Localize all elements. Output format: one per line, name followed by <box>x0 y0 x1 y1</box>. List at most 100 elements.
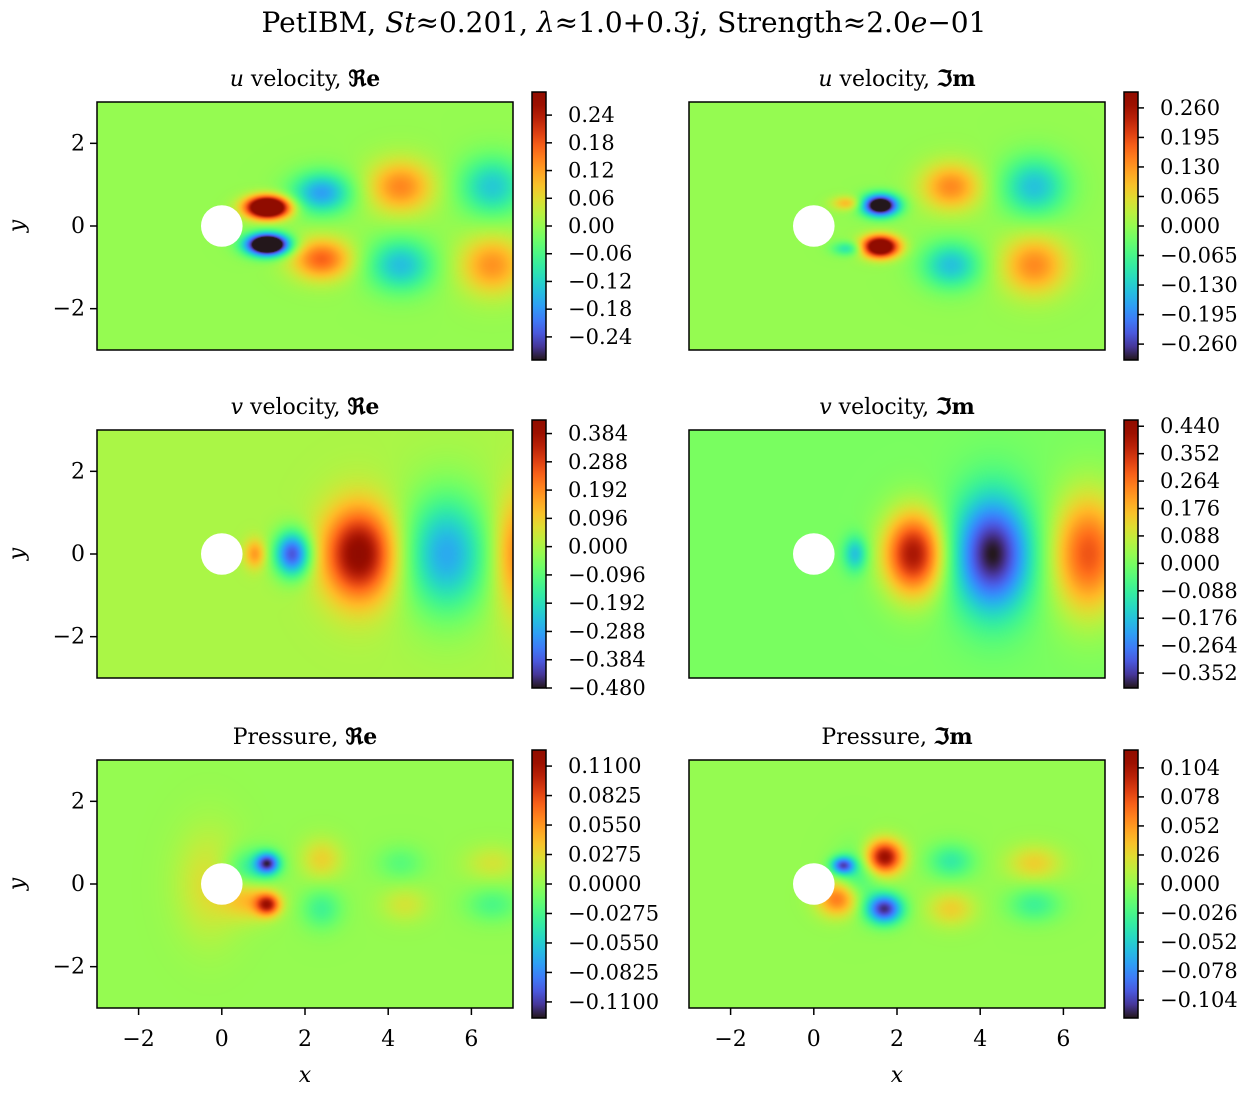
y-axis-label: y <box>5 547 30 561</box>
heatmap <box>689 760 1105 1008</box>
x-tick-label: 6 <box>1056 1027 1070 1052</box>
colorbar-tick-label: 0.195 <box>1160 125 1220 149</box>
panel-title-var: v <box>819 395 832 420</box>
cylinder <box>201 205 243 247</box>
colorbar <box>531 91 547 361</box>
heatmap <box>689 430 1105 678</box>
heatmap <box>97 102 513 350</box>
colorbar-tick-label: 0.12 <box>568 159 615 183</box>
panel-title: Pressure, ℜe <box>233 724 378 750</box>
colorbar-tick-label: −0.18 <box>568 297 632 321</box>
colorbar-tick-label: −0.352 <box>1160 661 1238 685</box>
cylinder <box>201 863 243 905</box>
panel-title-text: velocity, <box>833 67 937 92</box>
x-tick-label: 4 <box>381 1027 395 1052</box>
colorbar-tick-label: −0.192 <box>568 591 646 615</box>
cylinder <box>793 205 835 247</box>
y-tick-label: 2 <box>71 131 85 156</box>
heatmap <box>97 760 513 1008</box>
colorbar-tick-label: −0.384 <box>568 648 646 672</box>
colorbar <box>531 419 547 689</box>
colorbar <box>531 749 547 1019</box>
panel-title: v velocity, ℜe <box>231 394 380 420</box>
colorbar-tick-label: 0.078 <box>1160 785 1220 809</box>
colorbar-tick-label: 0.065 <box>1160 184 1220 208</box>
colorbar-tick-label: −0.0825 <box>568 960 659 984</box>
colorbar-tick-label: −0.052 <box>1160 930 1238 954</box>
colorbar-tick-label: −0.065 <box>1160 244 1238 268</box>
x-tick-label: −2 <box>714 1027 746 1052</box>
colorbar <box>1123 419 1139 689</box>
colorbar-tick-label: −0.260 <box>1160 332 1238 356</box>
panel-title-var: u <box>818 67 832 92</box>
colorbar-tick-label: 0.176 <box>1160 497 1220 521</box>
colorbar-tick-label: −0.088 <box>1160 579 1238 603</box>
colorbar-tick-label: −0.12 <box>568 269 632 293</box>
colorbar-tick-label: 0.130 <box>1160 155 1220 179</box>
panel-3: v velocity, ℜe 2 0 −2 y 0.384 0.288 0.192 0.096 0… <box>5 394 646 700</box>
panel-title-part: ℜe <box>348 66 380 92</box>
y-tick-label: −2 <box>53 297 85 322</box>
panel-title: Pressure, ℑm <box>821 724 972 750</box>
colorbar-tick-label: −0.104 <box>1160 988 1238 1012</box>
panel-6: Pressure, ℑm −2 0 2 4 6 x 0.104 0.078 0.052 0.026 0… <box>688 724 1238 1088</box>
colorbar-tick-label: 0.264 <box>1160 469 1220 493</box>
colorbar-tick-label: −0.130 <box>1160 273 1238 297</box>
colorbar-tick-label: 0.06 <box>568 186 615 210</box>
panel-title-part: ℑm <box>936 66 976 92</box>
colorbar-tick-label: −0.0550 <box>568 931 659 955</box>
panel-title-part: ℜe <box>347 394 379 420</box>
colorbar-tick-label: 0.0000 <box>568 872 641 896</box>
colorbar <box>1123 749 1139 1019</box>
y-tick-label: 0 <box>71 542 85 567</box>
panel-1: u velocity, ℜe 2 0 −2 y 0.24 0.18 0.12 0.06 0.00 −… <box>5 66 632 361</box>
colorbar-tick-label: 0.000 <box>568 535 628 559</box>
colorbar-tick-label: 0.096 <box>568 506 628 530</box>
y-tick-label: −2 <box>53 955 85 980</box>
colorbar-tick-label: −0.1100 <box>568 990 659 1014</box>
x-tick-label: 0 <box>807 1027 821 1052</box>
axes-frame <box>688 101 1106 351</box>
colorbar-tick-label: −0.026 <box>1160 901 1238 925</box>
heatmap <box>97 430 513 678</box>
panel-title-text: velocity, <box>243 395 347 420</box>
colorbar-tick-label: −0.0275 <box>568 901 659 925</box>
colorbar-tick-label: −0.06 <box>568 242 632 266</box>
panel-4: v velocity, ℑm 0.440 0.352 0.264 0.176 0.088 0… <box>688 394 1238 689</box>
colorbar-tick-label: −0.195 <box>1160 303 1238 327</box>
colorbar-tick-label: 0.0550 <box>568 813 641 837</box>
colorbar-tick-label: 0.352 <box>1160 442 1220 466</box>
colorbar-tick-label: 0.440 <box>1160 414 1220 438</box>
colorbar-tick-label: −0.096 <box>568 563 646 587</box>
panel-title-text: velocity, <box>832 395 936 420</box>
y-axis-label: y <box>5 219 30 233</box>
colorbar-tick-label: −0.24 <box>568 325 632 349</box>
colorbar-tick-label: 0.000 <box>1160 551 1220 575</box>
colorbar-tick-label: 0.000 <box>1160 872 1220 896</box>
panel-title-part: ℑm <box>933 724 973 750</box>
panel-title: u velocity, ℑm <box>818 66 975 92</box>
colorbar <box>1123 91 1139 361</box>
panel-title-var: v <box>231 395 244 420</box>
colorbar-tick-label: −0.176 <box>1160 606 1238 630</box>
x-tick-label: 0 <box>215 1027 229 1052</box>
panel-title: u velocity, ℜe <box>230 66 381 92</box>
panel-title-var: u <box>230 67 244 92</box>
y-tick-label: 2 <box>71 459 85 484</box>
colorbar-tick-label: 0.18 <box>568 131 615 155</box>
panel-title-part: ℑm <box>935 394 975 420</box>
x-axis-label: x <box>891 1063 904 1088</box>
colorbar-tick-label: 0.00 <box>568 214 615 238</box>
colorbar-tick-label: 0.104 <box>1160 756 1220 780</box>
y-axis-label: y <box>5 877 30 891</box>
x-tick-label: 2 <box>298 1027 312 1052</box>
colorbar-tick-label: 0.288 <box>568 450 628 474</box>
panel-title-text: velocity, <box>244 67 348 92</box>
colorbar-tick-label: −0.288 <box>568 619 646 643</box>
colorbar-tick-label: −0.480 <box>568 676 646 700</box>
colorbar-tick-label: −0.264 <box>1160 634 1238 658</box>
colorbar-tick-label: 0.24 <box>568 103 615 127</box>
cylinder <box>793 533 835 575</box>
colorbar-tick-label: 0.0825 <box>568 784 641 808</box>
